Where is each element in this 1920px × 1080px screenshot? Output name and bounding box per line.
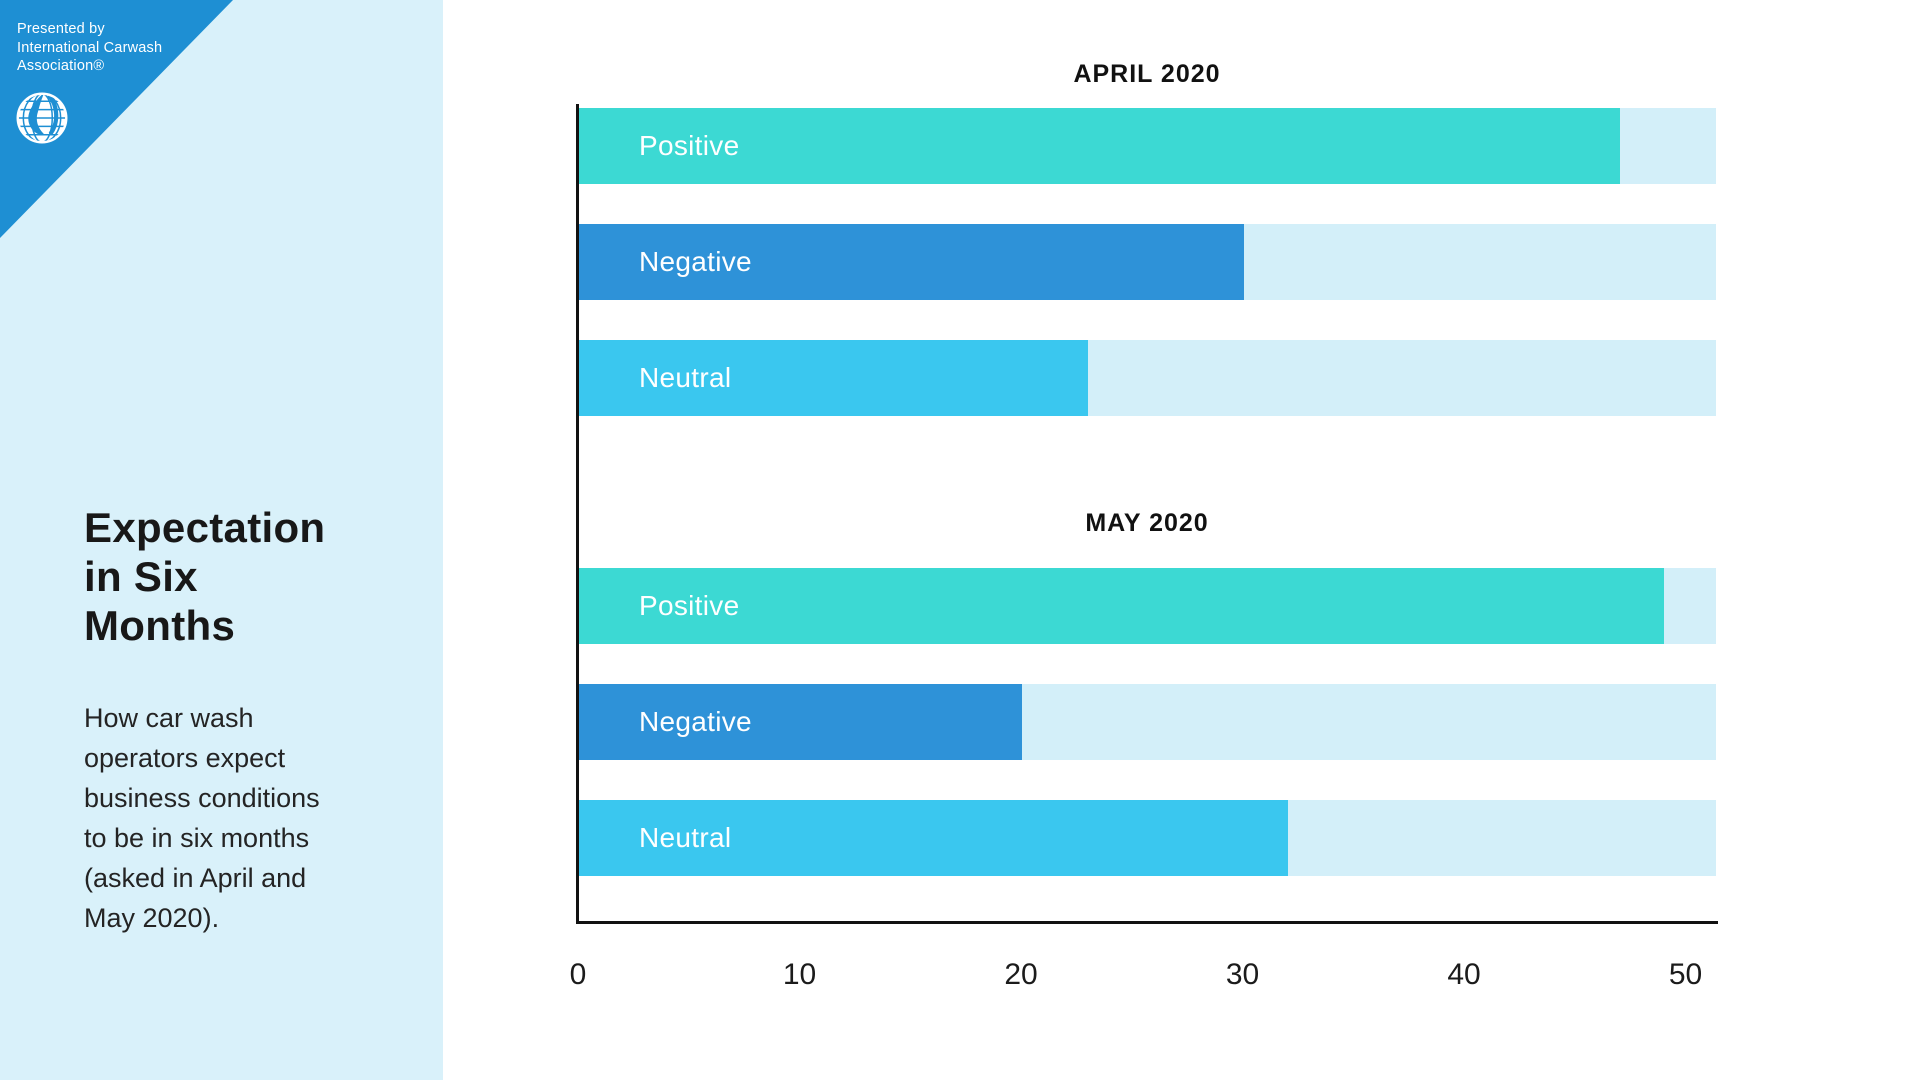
x-axis-line [576, 921, 1718, 924]
bar-track-april-2020-positive: Positive [579, 108, 1716, 184]
bar-neutral: Neutral [579, 340, 1088, 416]
x-tick-10: 10 [782, 958, 817, 991]
x-tick-50: 50 [1668, 958, 1703, 991]
bar-track-april-2020-neutral: Neutral [579, 340, 1716, 416]
x-tick-0: 0 [569, 958, 587, 991]
x-tick-40: 40 [1447, 958, 1481, 991]
page-description: How car wash operators expect business c… [84, 703, 320, 933]
globe-icon [16, 91, 68, 144]
presented-by-text: Presented by International Carwash Assoc… [17, 21, 163, 74]
bar-negative: Negative [579, 224, 1244, 300]
bar-positive: Positive [579, 108, 1620, 184]
bar-neutral: Neutral [579, 800, 1288, 876]
bar-track-may-2020-neutral: Neutral [579, 800, 1716, 876]
bar-positive: Positive [579, 568, 1664, 644]
bar-label-positive: Positive [639, 590, 740, 621]
bar-label-negative: Negative [639, 706, 752, 737]
group-title-april: APRIL 2020 [1073, 60, 1221, 88]
bar-label-negative: Negative [639, 246, 752, 277]
group-title-may: MAY 2020 [1085, 509, 1209, 537]
bar-track-may-2020-positive: Positive [579, 568, 1716, 644]
page-title: Expectation in Six Months [84, 504, 326, 649]
bar-label-positive: Positive [639, 130, 740, 161]
bar-negative: Negative [579, 684, 1022, 760]
x-tick-30: 30 [1225, 958, 1260, 991]
bar-track-april-2020-negative: Negative [579, 224, 1716, 300]
x-tick-20: 20 [1004, 958, 1038, 991]
y-axis-line [576, 104, 579, 924]
bar-label-neutral: Neutral [639, 362, 732, 393]
sidebar: Presented by International Carwash Assoc… [0, 0, 443, 1080]
bar-label-neutral: Neutral [639, 822, 732, 853]
bar-track-may-2020-negative: Negative [579, 684, 1716, 760]
